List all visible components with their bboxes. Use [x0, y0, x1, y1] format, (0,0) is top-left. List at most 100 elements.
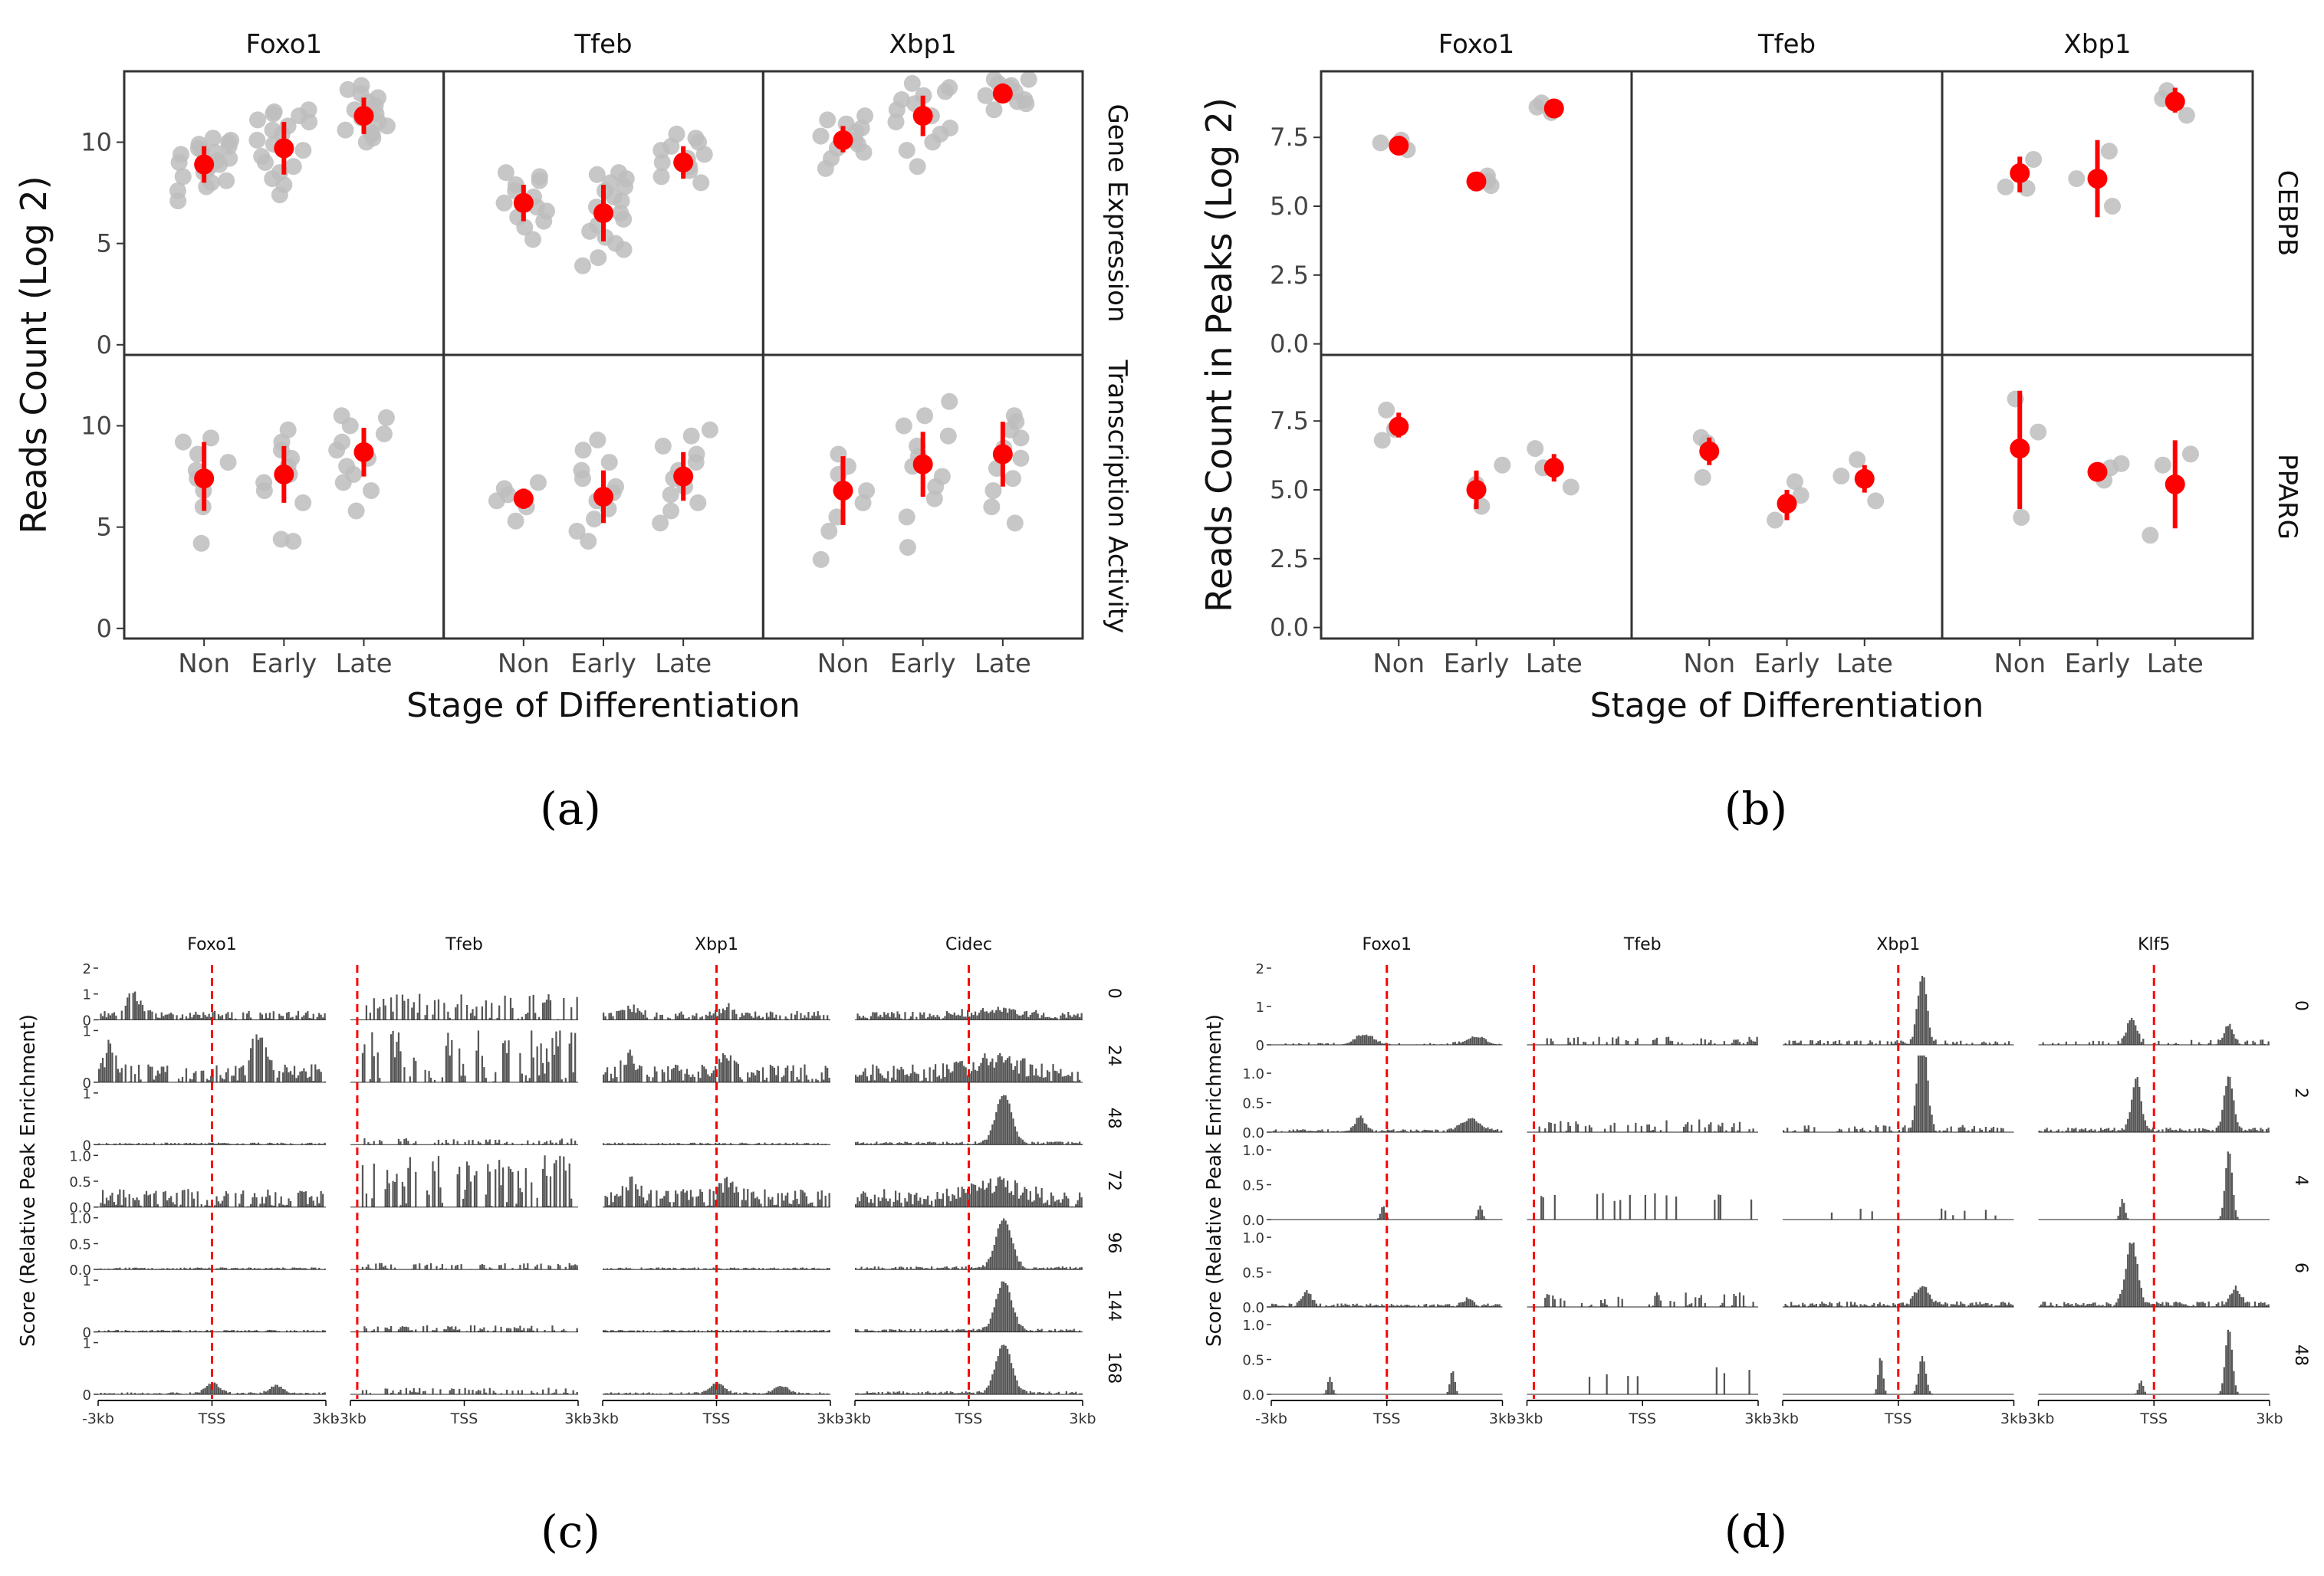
track-bar — [1010, 1112, 1013, 1145]
replicate-point — [265, 103, 283, 120]
track-bar — [105, 1017, 108, 1020]
track-bar — [934, 1142, 937, 1145]
replicate-point — [338, 458, 356, 475]
replicate-point — [2181, 445, 2199, 463]
replicate-point — [222, 131, 240, 149]
track-bar — [604, 1195, 606, 1207]
track-bar — [974, 1141, 977, 1145]
track-bar — [1389, 1043, 1391, 1045]
facet-row-title: 24 — [1104, 1045, 1123, 1066]
track-bar — [968, 1073, 971, 1082]
track-bar — [272, 1330, 274, 1332]
track-bar — [202, 1388, 205, 1394]
track-bar — [2225, 1026, 2227, 1045]
track-bar — [801, 1267, 804, 1270]
track-bar — [399, 1327, 402, 1332]
track-bar — [869, 1393, 873, 1394]
track-bar — [1052, 1195, 1054, 1207]
track-bar — [134, 1200, 136, 1207]
track-bar — [701, 1065, 703, 1082]
track-bar — [659, 1014, 662, 1020]
track-bar — [195, 1071, 197, 1082]
track-bar — [1588, 1377, 1591, 1394]
track-bar — [176, 1015, 178, 1020]
track-bar — [437, 1156, 440, 1207]
y-tick-label: 0 — [97, 330, 112, 360]
track-bar — [1473, 1118, 1476, 1132]
track-bar — [500, 1326, 502, 1332]
replicate-point — [574, 442, 592, 459]
track-bar — [1067, 1330, 1070, 1332]
track-bar — [1031, 1201, 1034, 1207]
track-bar — [1464, 1121, 1466, 1132]
track-bar — [2181, 1303, 2183, 1307]
track-bar — [676, 1143, 679, 1145]
x-tick-label: 3kb — [564, 1410, 591, 1427]
track-bar — [936, 1267, 938, 1270]
track-bar — [1373, 1039, 1376, 1045]
track-bar — [2200, 1131, 2202, 1132]
track-bar — [2075, 1128, 2077, 1132]
track-bar — [168, 1197, 170, 1207]
track-bar — [179, 1330, 182, 1332]
track-bar — [1756, 1036, 1758, 1045]
track-bar — [610, 1330, 613, 1332]
track-bar — [885, 1141, 887, 1145]
track-bar — [1718, 1125, 1720, 1132]
track-bar — [1358, 1035, 1360, 1045]
track-bar — [896, 1391, 899, 1394]
track-bar — [363, 1138, 366, 1145]
track-bar — [119, 1189, 121, 1207]
track-bar — [2061, 1131, 2063, 1132]
track-bar — [856, 1013, 859, 1020]
track-bar — [465, 1161, 468, 1207]
track-bar — [1877, 1127, 1879, 1132]
track-bar — [940, 1391, 942, 1394]
replicate-point — [334, 433, 351, 451]
track-bar — [1938, 1130, 1941, 1132]
track-bar — [481, 1056, 484, 1082]
track-bar — [862, 1016, 865, 1020]
track-bar — [682, 1189, 685, 1207]
track-bar — [756, 1016, 758, 1020]
x-tick-label: Early — [1754, 648, 1820, 679]
track-bar — [1386, 1129, 1389, 1132]
track-bar — [636, 1008, 639, 1020]
track-bar — [1960, 1040, 1962, 1045]
track-bar — [1952, 1215, 1954, 1220]
track-bar — [145, 1190, 148, 1207]
track-bar — [1065, 1017, 1067, 1020]
track-bar — [416, 1392, 419, 1394]
track-bar — [1452, 1042, 1455, 1045]
track-bar — [124, 1006, 127, 1020]
track-bar — [2229, 1295, 2231, 1307]
track-bar — [1004, 1008, 1007, 1020]
track-bar — [107, 1013, 110, 1020]
track-bar — [1544, 1128, 1547, 1132]
track-bar — [1437, 1304, 1439, 1307]
track-bar — [633, 1330, 635, 1332]
track-bar — [1344, 1043, 1346, 1045]
x-tick-label: TSS — [198, 1410, 226, 1427]
track-bar — [1025, 1010, 1027, 1020]
track-bar — [627, 1052, 629, 1082]
track-bar — [692, 1142, 694, 1145]
track-bar — [896, 1200, 899, 1207]
track-bar — [676, 1065, 679, 1082]
track-bar — [1465, 1121, 1468, 1132]
track-bar — [866, 1329, 869, 1332]
track-bar — [784, 1016, 787, 1020]
track-bar — [128, 1267, 130, 1270]
track-bar — [754, 1075, 757, 1082]
track-bar — [1067, 1198, 1070, 1207]
track-bar — [963, 1188, 965, 1207]
track-bar — [1484, 1305, 1487, 1307]
track-bar — [616, 1010, 618, 1020]
track-bar — [459, 1388, 461, 1394]
track-bar — [984, 1390, 986, 1394]
track-bar — [760, 1018, 762, 1020]
track-bar — [1288, 1303, 1290, 1307]
track-bar — [2136, 1077, 2138, 1132]
track-bar — [820, 1330, 823, 1332]
